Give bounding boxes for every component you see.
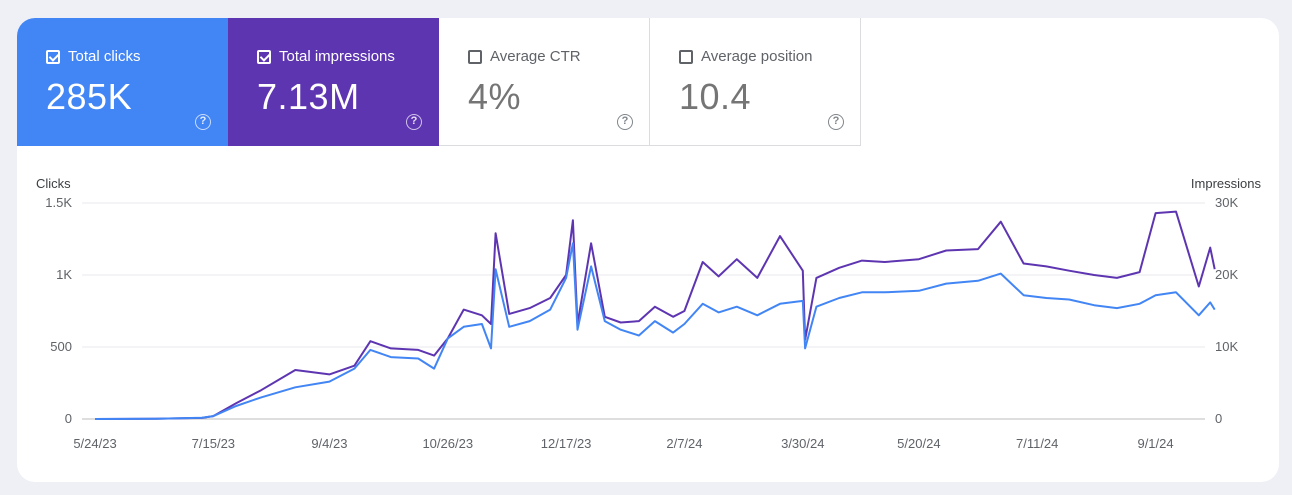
checkbox-checked-icon[interactable] [257, 49, 271, 64]
impressions-series-line [94, 210, 1216, 420]
left-tick-label: 1K [56, 267, 72, 282]
x-tick-label: 7/15/23 [192, 436, 235, 451]
performance-card: Total clicks 285K ? Total impressions 7.… [17, 18, 1279, 482]
average-position-tile[interactable]: Average position 10.4 ? [650, 18, 861, 146]
right-axis-ticks: 0 10K 20K 30K [1215, 195, 1238, 426]
x-tick-label: 2/7/24 [666, 436, 702, 451]
average-ctr-label: Average CTR [490, 48, 581, 65]
left-tick-label: 0 [65, 411, 72, 426]
average-ctr-header: Average CTR [468, 48, 581, 65]
right-tick-label: 20K [1215, 267, 1238, 282]
help-icon[interactable]: ? [195, 114, 211, 130]
x-tick-label: 3/30/24 [781, 436, 824, 451]
help-icon[interactable]: ? [406, 114, 422, 130]
performance-chart[interactable]: Clicks Impressions 0 500 1K 1.5K 0 10K 20K 30K… [17, 18, 1279, 482]
right-axis-title: Impressions [1191, 176, 1262, 191]
metric-tabs: Total clicks 285K ? Total impressions 7.… [17, 18, 861, 146]
total-clicks-header: Total clicks [46, 48, 141, 65]
left-axis-title: Clicks [36, 176, 71, 191]
help-icon[interactable]: ? [617, 114, 633, 130]
x-axis-ticks: 5/24/23 7/15/23 9/4/23 10/26/23 12/17/23 2/7/… [73, 436, 1173, 451]
total-clicks-label: Total clicks [68, 48, 141, 65]
x-tick-label: 12/17/23 [541, 436, 592, 451]
x-tick-label: 5/20/24 [897, 436, 940, 451]
x-tick-label: 10/26/23 [422, 436, 473, 451]
average-position-label: Average position [701, 48, 813, 65]
right-tick-label: 30K [1215, 195, 1238, 210]
checkbox-unchecked-icon[interactable] [468, 49, 482, 64]
x-tick-label: 9/1/24 [1137, 436, 1173, 451]
total-impressions-label: Total impressions [279, 48, 395, 65]
gridlines [82, 202, 1205, 420]
total-clicks-value: 285K [46, 76, 133, 117]
right-tick-label: 10K [1215, 339, 1238, 354]
checkbox-unchecked-icon[interactable] [679, 49, 693, 64]
average-position-header: Average position [679, 48, 812, 65]
right-tick-label: 0 [1215, 411, 1222, 426]
clicks-series-line [94, 242, 1216, 420]
left-axis-ticks: 0 500 1K 1.5K [45, 195, 72, 426]
total-impressions-header: Total impressions [257, 48, 395, 65]
left-tick-label: 500 [50, 339, 72, 354]
average-ctr-tile[interactable]: Average CTR 4% ? [439, 18, 650, 146]
x-tick-label: 7/11/24 [1016, 436, 1058, 451]
left-tick-label: 1.5K [45, 195, 72, 210]
series-lines [94, 210, 1216, 420]
total-impressions-value: 7.13M [257, 76, 360, 117]
help-icon[interactable]: ? [828, 114, 844, 130]
x-tick-label: 9/4/23 [311, 436, 347, 451]
x-tick-label: 5/24/23 [73, 436, 116, 451]
total-impressions-tile[interactable]: Total impressions 7.13M ? [228, 18, 439, 146]
average-ctr-value: 4% [468, 76, 522, 117]
checkbox-checked-icon[interactable] [46, 49, 60, 64]
total-clicks-tile[interactable]: Total clicks 285K ? [17, 18, 228, 146]
average-position-value: 10.4 [679, 76, 752, 117]
